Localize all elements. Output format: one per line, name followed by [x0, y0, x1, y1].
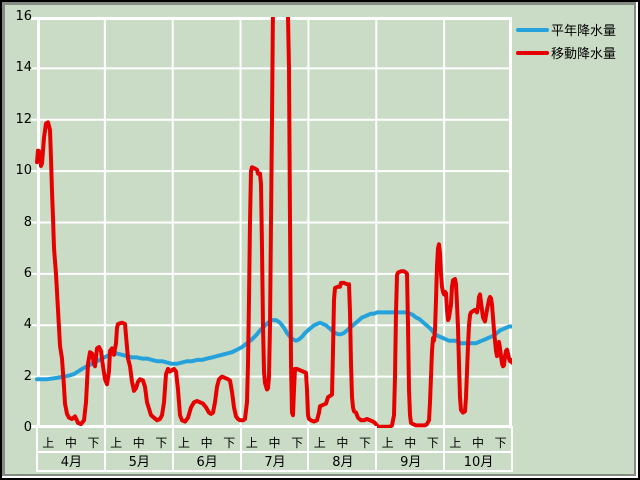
legend-label-normal: 平年降水量 [551, 24, 617, 39]
period-tick-label: 上 [42, 436, 55, 450]
period-tick-label: 上 [178, 436, 191, 450]
month-tick-label: 6月 [196, 455, 218, 470]
series-line-1 [35, 17, 512, 428]
axis-separator [36, 426, 38, 472]
legend-label-moving: 移動降水量 [551, 47, 617, 62]
legend-item-moving: 移動降水量 [516, 41, 616, 64]
plot-area [31, 17, 512, 428]
period-tick-label: 下 [358, 436, 371, 450]
y-tick-label: 2 [23, 368, 32, 384]
axis-separator [511, 426, 513, 472]
month-tick-label: 9月 [400, 455, 422, 470]
period-tick-label: 下 [87, 436, 100, 450]
month-tick-label: 5月 [128, 455, 150, 470]
period-tick-label: 上 [313, 436, 326, 450]
y-tick-label: 8 [23, 214, 32, 230]
period-tick-label: 中 [200, 436, 213, 450]
axis-separator [37, 451, 512, 453]
period-tick-label: 中 [268, 436, 281, 450]
period-tick-label: 中 [132, 436, 145, 450]
period-tick-label: 中 [472, 436, 485, 450]
month-tick-label: 10月 [463, 455, 494, 470]
period-tick-label: 下 [291, 436, 304, 450]
period-tick-label: 上 [381, 436, 394, 450]
y-tick-label: 0 [23, 420, 32, 435]
normal-line-swatch [516, 27, 549, 32]
y-tick-label: 10 [15, 163, 32, 179]
axis-separator [375, 426, 378, 472]
period-tick-label: 上 [110, 436, 123, 450]
y-tick-label: 4 [23, 317, 32, 333]
moving-line-swatch [516, 50, 549, 55]
period-tick-label: 下 [155, 436, 168, 450]
period-tick-label: 中 [64, 436, 77, 450]
y-tick-label: 14 [15, 60, 32, 76]
month-tick-label: 4月 [60, 455, 83, 470]
y-tick-label: 16 [15, 9, 32, 24]
series-line-0 [35, 310, 512, 382]
period-tick-label: 下 [494, 436, 507, 450]
axis-separator [239, 426, 242, 472]
month-tick-label: 8月 [332, 455, 354, 470]
period-tick-label: 中 [404, 436, 417, 450]
month-tick-label: 7月 [264, 455, 286, 470]
period-tick-label: 下 [426, 436, 439, 450]
period-tick-label: 下 [223, 436, 236, 450]
y-tick-label: 6 [23, 265, 32, 281]
y-tick-label: 12 [15, 111, 32, 127]
legend-item-normal: 平年降水量 [516, 18, 616, 41]
legend: 平年降水量 移動降水量 [516, 18, 616, 64]
period-tick-label: 上 [245, 436, 258, 450]
axis-separator [443, 426, 446, 472]
axis-separator [37, 470, 512, 472]
period-tick-label: 上 [449, 436, 462, 450]
axis-separator [103, 426, 106, 472]
period-tick-label: 中 [336, 436, 349, 450]
axis-separator [171, 426, 174, 472]
axis-separator [307, 426, 310, 472]
